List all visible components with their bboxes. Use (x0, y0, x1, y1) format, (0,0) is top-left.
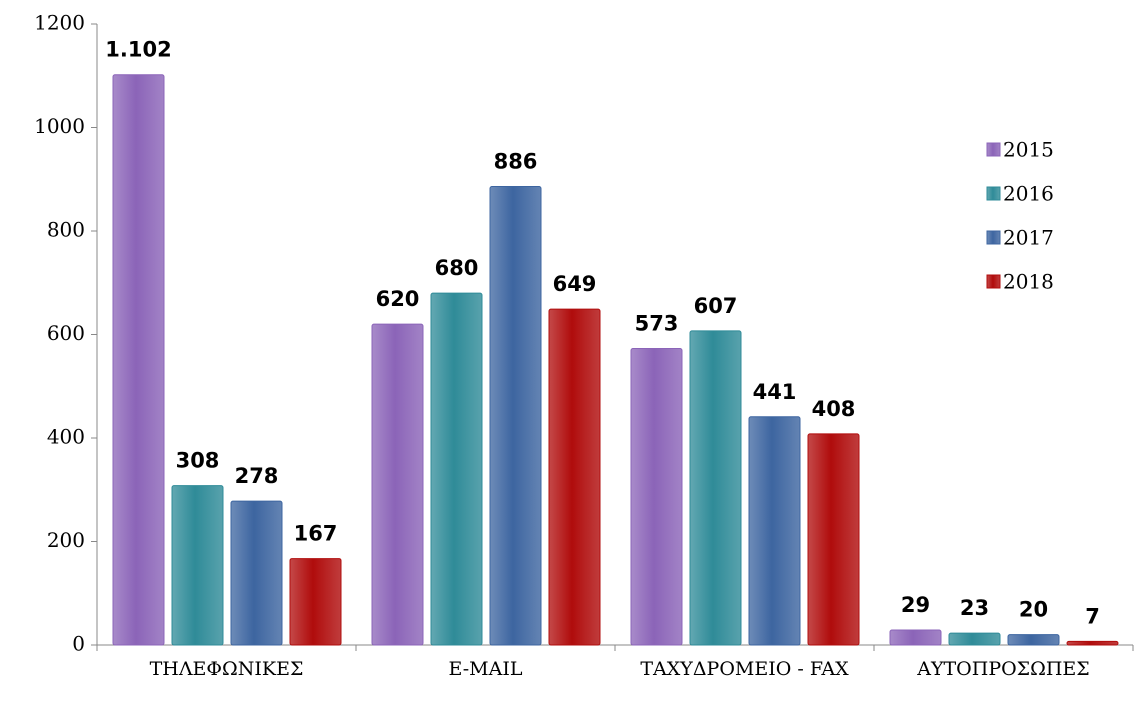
y-tick-label: 0 (72, 632, 85, 656)
bar (748, 416, 801, 646)
bar (548, 308, 601, 646)
value-label: 29 (901, 593, 930, 617)
x-tick-label: E-MAIL (448, 658, 523, 680)
x-tick-label: ΤΑΧΥΔΡΟΜΕΙΟ - FAX (640, 658, 849, 680)
legend-label: 2016 (1003, 182, 1054, 206)
legend-label: 2015 (1003, 138, 1054, 162)
value-label: 1.102 (105, 38, 171, 62)
value-label: 607 (694, 294, 738, 318)
value-label: 620 (376, 287, 420, 311)
legend-label: 2017 (1003, 226, 1054, 250)
x-tick-label: ΤΗΛΕΦΩΝΙΚΕΣ (149, 658, 304, 680)
bar (889, 629, 942, 646)
value-label: 441 (753, 380, 797, 404)
y-tick-label: 1000 (34, 114, 85, 138)
y-tick-label: 200 (47, 528, 85, 552)
bar (948, 632, 1001, 646)
bar (489, 185, 542, 646)
legend-label: 2018 (1003, 270, 1054, 294)
value-label: 167 (294, 522, 338, 546)
value-label: 886 (494, 149, 538, 173)
value-label: 573 (635, 311, 679, 335)
bar (112, 74, 165, 646)
bar (371, 323, 424, 646)
legend-swatch (986, 230, 1001, 245)
legend-swatch (986, 142, 1001, 157)
value-label: 680 (435, 256, 479, 280)
legend-swatch (986, 274, 1001, 289)
bar (1066, 640, 1119, 646)
bar (689, 330, 742, 646)
legend-swatch (986, 186, 1001, 201)
value-label: 20 (1019, 598, 1048, 622)
y-tick-label: 600 (47, 321, 85, 345)
x-tick-label: ΑΥΤΟΠΡΟΣΩΠΕΣ (917, 658, 1090, 680)
value-label: 7 (1085, 604, 1100, 628)
bar (289, 558, 342, 646)
bar (230, 500, 283, 646)
value-label: 278 (235, 464, 279, 488)
bar (171, 485, 224, 646)
y-tick-label: 1200 (34, 11, 85, 35)
bar (807, 433, 860, 646)
bar (630, 347, 683, 646)
y-tick-label: 400 (47, 425, 85, 449)
y-tick-label: 800 (47, 218, 85, 242)
value-label: 308 (176, 449, 220, 473)
value-label: 23 (960, 596, 989, 620)
value-label: 408 (812, 397, 856, 421)
bar (430, 292, 483, 646)
value-label: 649 (553, 272, 597, 296)
bar (1007, 634, 1060, 646)
